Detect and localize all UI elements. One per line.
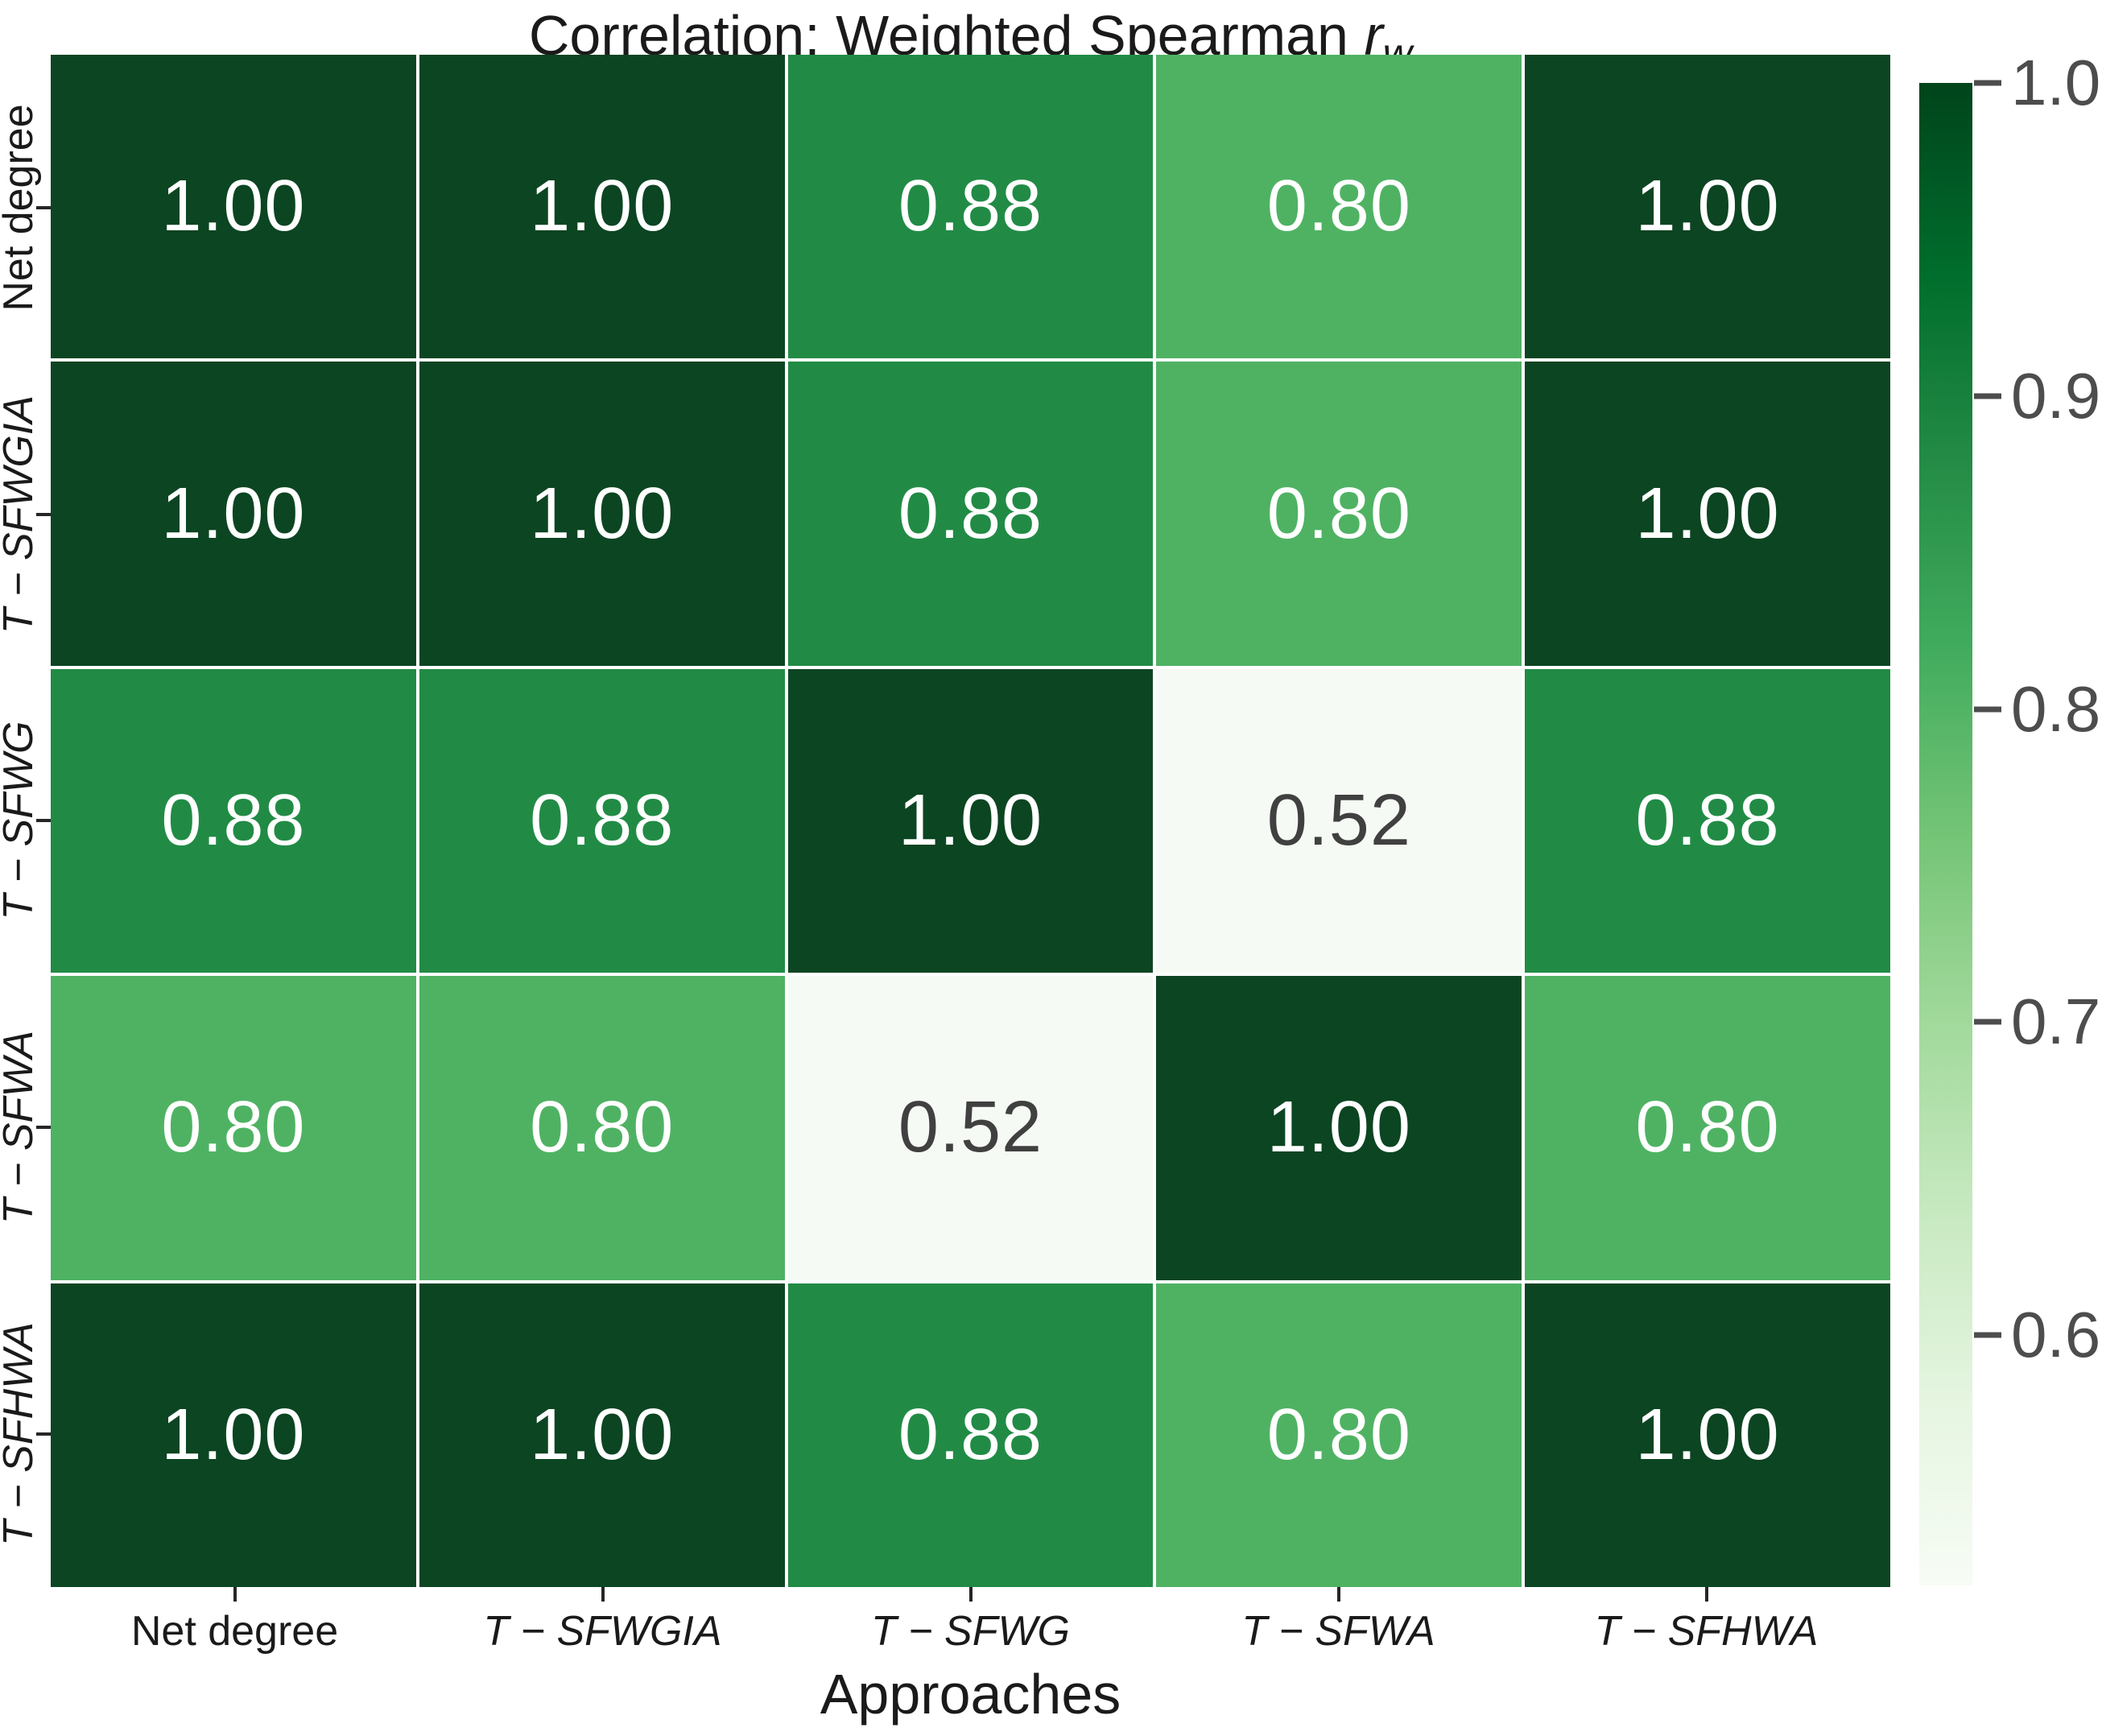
x-tick-label: T − SFWA: [1241, 1608, 1435, 1655]
colorbar-tick: [1974, 80, 2001, 86]
cell-value: 1.00: [1635, 473, 1780, 554]
cell-value: 0.88: [161, 779, 306, 861]
colorbar-tick: [1974, 706, 2001, 712]
x-axis-ticks: [51, 1587, 1890, 1602]
heatmap-grid: 1.00 1.00 0.88 0.80 1.00 1.00 1.00 0.88 0.80 1.00…: [51, 55, 1890, 1587]
cell-value: 0.52: [1266, 779, 1411, 861]
cell-value: 0.80: [1266, 1394, 1411, 1475]
cell-value: 1.00: [898, 779, 1043, 861]
heatmap-cell: 0.80: [1156, 1283, 1522, 1587]
cell-value: 0.88: [530, 779, 675, 861]
heatmap-cell: 0.88: [1525, 668, 1890, 973]
colorbar-tick: [1974, 393, 2001, 399]
x-tick-label: Net degree: [130, 1608, 339, 1655]
heatmap-cell: 0.80: [51, 976, 416, 1280]
x-tick-label: T − SFWGIA: [483, 1608, 722, 1655]
cell-value: 0.80: [530, 1087, 675, 1168]
heatmap-cell: 0.88: [419, 668, 785, 973]
heatmap-cell: 0.88: [787, 1283, 1154, 1587]
heatmap-cell: 0.52: [787, 976, 1154, 1280]
axis-tick: [36, 1432, 51, 1436]
heatmap-cell: 0.80: [1156, 55, 1522, 359]
cell-value: 1.00: [161, 166, 306, 247]
cell-value: 0.88: [898, 166, 1043, 247]
axis-tick: [968, 1587, 973, 1602]
heatmap-cell: 0.80: [1156, 362, 1522, 666]
heatmap-cell: 1.00: [1525, 362, 1890, 666]
axis-tick: [36, 819, 51, 823]
chart-title-math-symbol: r: [1364, 4, 1383, 67]
colorbar-tick-label: 0.6: [2011, 1299, 2101, 1370]
axis-tick: [36, 1126, 51, 1130]
cell-value: 0.80: [1266, 166, 1411, 247]
cell-value: 1.00: [1635, 1394, 1780, 1475]
cell-value: 0.80: [161, 1087, 306, 1168]
x-tick-label: T − SFHWA: [1594, 1608, 1819, 1655]
cell-value: 0.80: [1266, 473, 1411, 554]
heatmap-cell: 1.00: [1156, 976, 1522, 1280]
cell-value: 0.80: [1635, 1087, 1780, 1168]
axis-tick: [601, 1587, 605, 1602]
cell-value: 1.00: [530, 473, 675, 554]
y-axis-ticks: [36, 55, 51, 1587]
colorbar-tick-label: 0.8: [2011, 672, 2101, 745]
heatmap-cell: 1.00: [419, 1283, 785, 1587]
colorbar-tick: [1974, 1332, 2001, 1338]
heatmap-cell: 0.88: [51, 668, 416, 973]
cell-value: 1.00: [530, 166, 675, 247]
colorbar-tick-label: 0.9: [2011, 359, 2101, 432]
colorbar-gradient: [1919, 83, 1972, 1585]
heatmap-cell: 0.88: [787, 362, 1154, 666]
axis-tick: [36, 512, 51, 516]
heatmap-cell: 1.00: [51, 55, 416, 359]
axis-tick: [1336, 1587, 1340, 1602]
heatmap-cell: 1.00: [419, 362, 785, 666]
x-axis-title: Approaches: [820, 1663, 1121, 1726]
heatmap-cell: 1.00: [51, 362, 416, 666]
heatmap-cell: 0.80: [1525, 976, 1890, 1280]
heatmap-cell: 1.00: [1525, 55, 1890, 359]
cell-value: 0.88: [898, 1394, 1043, 1475]
colorbar-tick: [1974, 1019, 2001, 1025]
colorbar-tick-label: 0.7: [2011, 986, 2101, 1058]
cell-value: 1.00: [1266, 1087, 1411, 1168]
heatmap-cell: 1.00: [787, 668, 1154, 973]
cell-value: 0.88: [1635, 779, 1780, 861]
heatmap-cell: 1.00: [51, 1283, 416, 1587]
cell-value: 0.52: [898, 1087, 1043, 1168]
cell-value: 1.00: [530, 1394, 675, 1475]
heatmap-cell: 0.52: [1156, 668, 1522, 973]
x-axis-tick-labels: Net degree T − SFWGIA T − SFWG T − SFWA T − …: [51, 1607, 1890, 1659]
cell-value: 1.00: [161, 473, 306, 554]
colorbar-tick-label: 1.0: [2011, 47, 2101, 118]
cell-value: 1.00: [161, 1394, 306, 1475]
heatmap-cell: 0.88: [787, 55, 1154, 359]
heatmap-cell: 0.80: [419, 976, 785, 1280]
heatmap-cell: 1.00: [419, 55, 785, 359]
heatmap-cell: 1.00: [1525, 1283, 1890, 1587]
cell-value: 0.88: [898, 473, 1043, 554]
axis-tick: [1704, 1587, 1708, 1602]
axis-tick: [233, 1587, 237, 1602]
cell-value: 1.00: [1635, 166, 1780, 247]
axis-tick: [36, 206, 51, 210]
x-tick-label: T − SFWG: [871, 1608, 1070, 1655]
